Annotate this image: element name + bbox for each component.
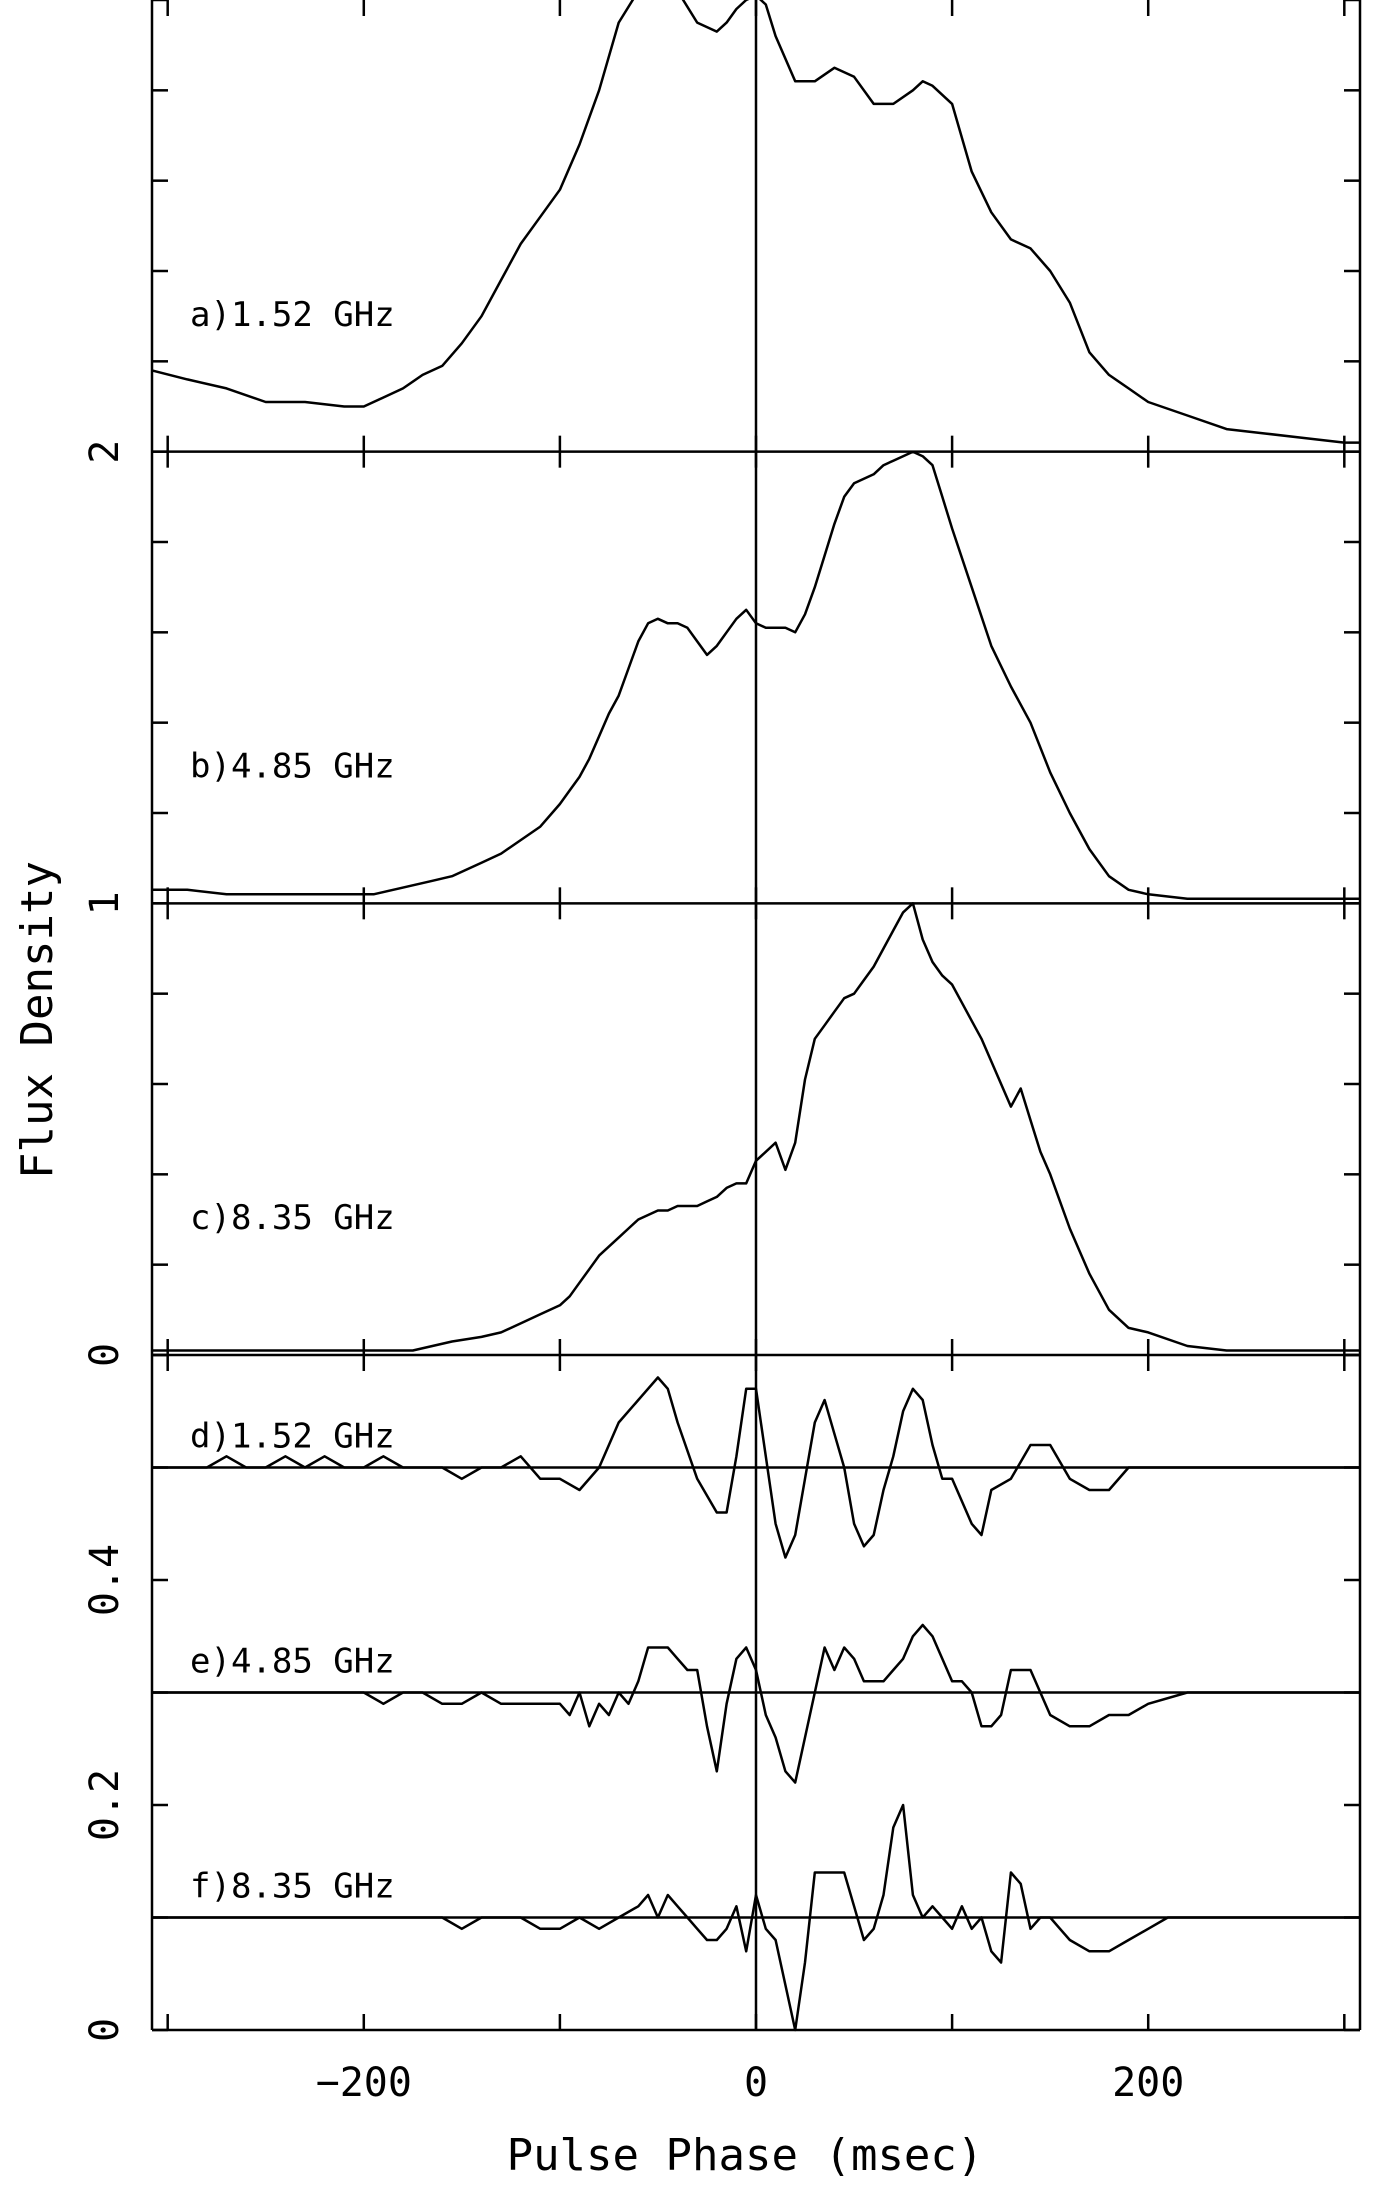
series-line-3: [152, 1376, 1360, 1559]
y-tick-label-lower-0: 0: [82, 2018, 128, 2042]
series-label-0: a)1.52 GHz: [190, 295, 395, 335]
y-tick-label-upper-0: 0: [82, 1343, 128, 1367]
x-tick-label-2: 200: [1112, 2060, 1184, 2106]
y-axis-title: Flux Density: [12, 861, 63, 1179]
series-label-2: c)8.35 GHz: [190, 1198, 395, 1238]
series-label-3: d)1.52 GHz: [190, 1417, 395, 1457]
series-line-5: [152, 1803, 1360, 2032]
y-tick-label-upper-1: 1: [82, 891, 128, 915]
series-line-0: [151, 0, 1360, 444]
y-tick-label-lower-1: 0.2: [82, 1769, 128, 1841]
series-line-1: [152, 450, 1360, 901]
series-label-5: f)8.35 GHz: [190, 1867, 395, 1907]
y-tick-label-lower-2: 0.4: [82, 1544, 128, 1616]
y-tick-label-upper-2: 2: [82, 440, 128, 464]
series-label-4: e)4.85 GHz: [190, 1642, 395, 1682]
series-line-4: [152, 1623, 1360, 1784]
tick-labels: −200 0 200 0 1 2 0 0.2 0.4: [82, 440, 1184, 2106]
series-labels: a)1.52 GHz b)4.85 GHz c)8.35 GHz d)1.52 GHz…: [190, 295, 395, 1907]
x-tick-label-0: −200: [316, 2060, 412, 2106]
x-tick-label-1: 0: [744, 2060, 768, 2106]
x-axis-title: Pulse Phase (msec): [507, 2130, 984, 2181]
series-group: [151, 0, 1360, 2032]
series-label-1: b)4.85 GHz: [190, 747, 395, 787]
series-line-2: [152, 902, 1360, 1352]
tick-marks: [152, 0, 1360, 2032]
